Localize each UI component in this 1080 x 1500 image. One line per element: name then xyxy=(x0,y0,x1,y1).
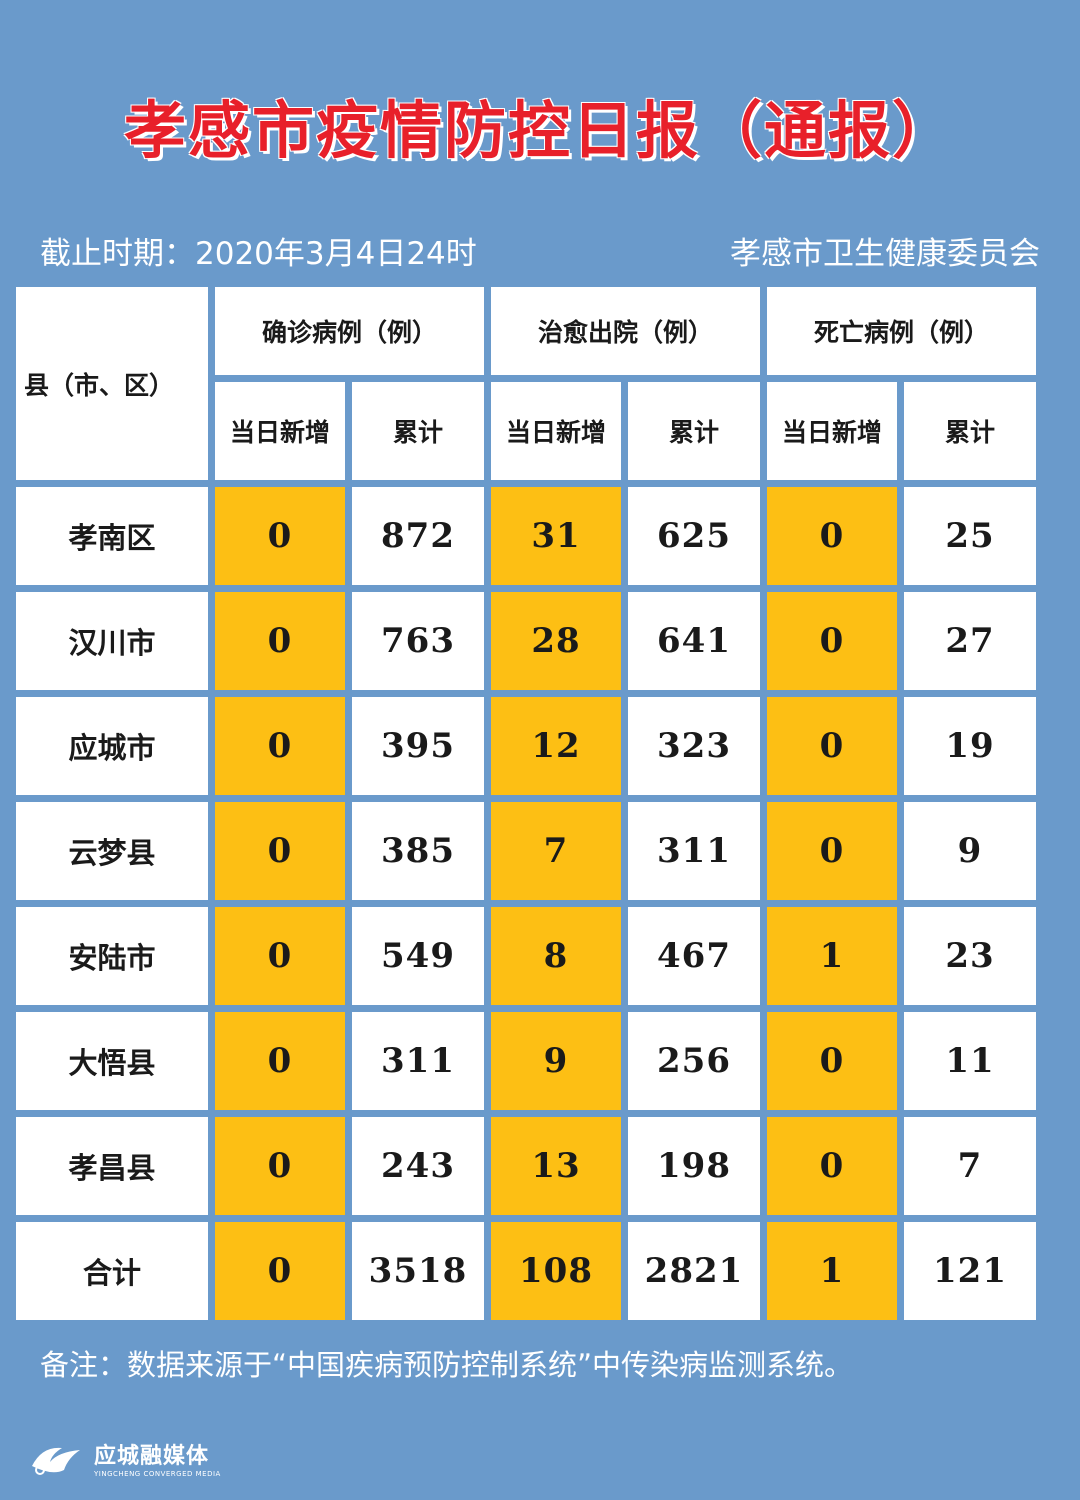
publisher: 孝感市卫生健康委员会 xyxy=(730,235,1040,272)
table-cell: 395 xyxy=(352,697,484,795)
table-cell: 0 xyxy=(767,1012,897,1110)
table-cell: 0 xyxy=(215,487,345,585)
recovered-cumulative-header: 累计 xyxy=(628,382,760,480)
table-cell: 9 xyxy=(904,802,1036,900)
table-cell: 0 xyxy=(767,592,897,690)
cutoff-date: 截止时期：2020年3月4日24时 xyxy=(40,235,477,272)
table-cell: 872 xyxy=(352,487,484,585)
table-cell: 467 xyxy=(628,907,760,1005)
table-cell: 0 xyxy=(215,802,345,900)
table-cell: 549 xyxy=(352,907,484,1005)
county-header: 县（市、区） xyxy=(16,287,208,480)
region-name: 孝昌县 xyxy=(16,1117,208,1215)
table-cell: 1 xyxy=(767,907,897,1005)
region-name: 孝南区 xyxy=(16,487,208,585)
report-title: 孝感市疫情防控日报（通报） xyxy=(123,94,956,167)
table-cell: 8 xyxy=(491,907,621,1005)
table-cell: 641 xyxy=(628,592,760,690)
table-cell: 7 xyxy=(491,802,621,900)
table-cell: 0 xyxy=(215,697,345,795)
table-cell: 3518 xyxy=(352,1222,484,1320)
table-cell: 1 xyxy=(767,1222,897,1320)
region-name: 应城市 xyxy=(16,697,208,795)
confirmed-header: 确诊病例（例） xyxy=(215,287,484,375)
table-cell: 0 xyxy=(215,1012,345,1110)
table-cell: 0 xyxy=(215,1222,345,1320)
recovered-new-header: 当日新增 xyxy=(491,382,621,480)
table-cell: 0 xyxy=(767,697,897,795)
table-cell: 625 xyxy=(628,487,760,585)
table-cell: 31 xyxy=(491,487,621,585)
table-cell: 0 xyxy=(767,802,897,900)
table-cell: 0 xyxy=(215,907,345,1005)
logo-name: 应城融媒体 xyxy=(94,1444,210,1469)
table-cell: 2821 xyxy=(628,1222,760,1320)
table-cell: 311 xyxy=(352,1012,484,1110)
table-cell: 0 xyxy=(767,1117,897,1215)
deaths-new-header: 当日新增 xyxy=(767,382,897,480)
table-cell: 23 xyxy=(904,907,1036,1005)
table-cell: 19 xyxy=(904,697,1036,795)
table-cell: 198 xyxy=(628,1117,760,1215)
table-cell: 0 xyxy=(215,1117,345,1215)
report-meta: 截止时期：2020年3月4日24时 孝感市卫生健康委员会 xyxy=(40,228,1040,272)
region-name: 大悟县 xyxy=(16,1012,208,1110)
table-cell: 108 xyxy=(491,1222,621,1320)
table-cell: 28 xyxy=(491,592,621,690)
table-cell: 763 xyxy=(352,592,484,690)
deaths-cumulative-header: 累计 xyxy=(904,382,1036,480)
table-cell: 121 xyxy=(904,1222,1036,1320)
table-cell: 11 xyxy=(904,1012,1036,1110)
bird-logo-icon xyxy=(32,1447,80,1475)
footnote: 备注：数据来源于“中国疾病预防控制系统”中传染病监测系统。 xyxy=(40,1348,854,1382)
table-cell: 323 xyxy=(628,697,760,795)
region-name: 安陆市 xyxy=(16,907,208,1005)
table-cell: 13 xyxy=(491,1117,621,1215)
table-cell: 0 xyxy=(215,592,345,690)
table-cell: 385 xyxy=(352,802,484,900)
media-logo: 应城融媒体 YINGCHENG CONVERGED MEDIA xyxy=(28,1436,221,1480)
region-name: 云梦县 xyxy=(16,802,208,900)
table-cell: 12 xyxy=(491,697,621,795)
confirmed-cumulative-header: 累计 xyxy=(352,382,484,480)
logo-subtitle: YINGCHENG CONVERGED MEDIA xyxy=(94,1470,221,1478)
table-cell: 0 xyxy=(767,487,897,585)
confirmed-new-header: 当日新增 xyxy=(215,382,345,480)
deaths-header: 死亡病例（例） xyxy=(767,287,1036,375)
region-name: 汉川市 xyxy=(16,592,208,690)
table-cell: 25 xyxy=(904,487,1036,585)
table-cell: 256 xyxy=(628,1012,760,1110)
table-cell: 9 xyxy=(491,1012,621,1110)
table-cell: 7 xyxy=(904,1117,1036,1215)
recovered-header: 治愈出院（例） xyxy=(491,287,760,375)
table-cell: 27 xyxy=(904,592,1036,690)
region-name: 合计 xyxy=(16,1222,208,1320)
statistics-table: 县（市、区） 确诊病例（例） 治愈出院（例） 死亡病例（例） 当日新增 累计 当… xyxy=(16,287,1060,1320)
table-cell: 311 xyxy=(628,802,760,900)
table-cell: 243 xyxy=(352,1117,484,1215)
